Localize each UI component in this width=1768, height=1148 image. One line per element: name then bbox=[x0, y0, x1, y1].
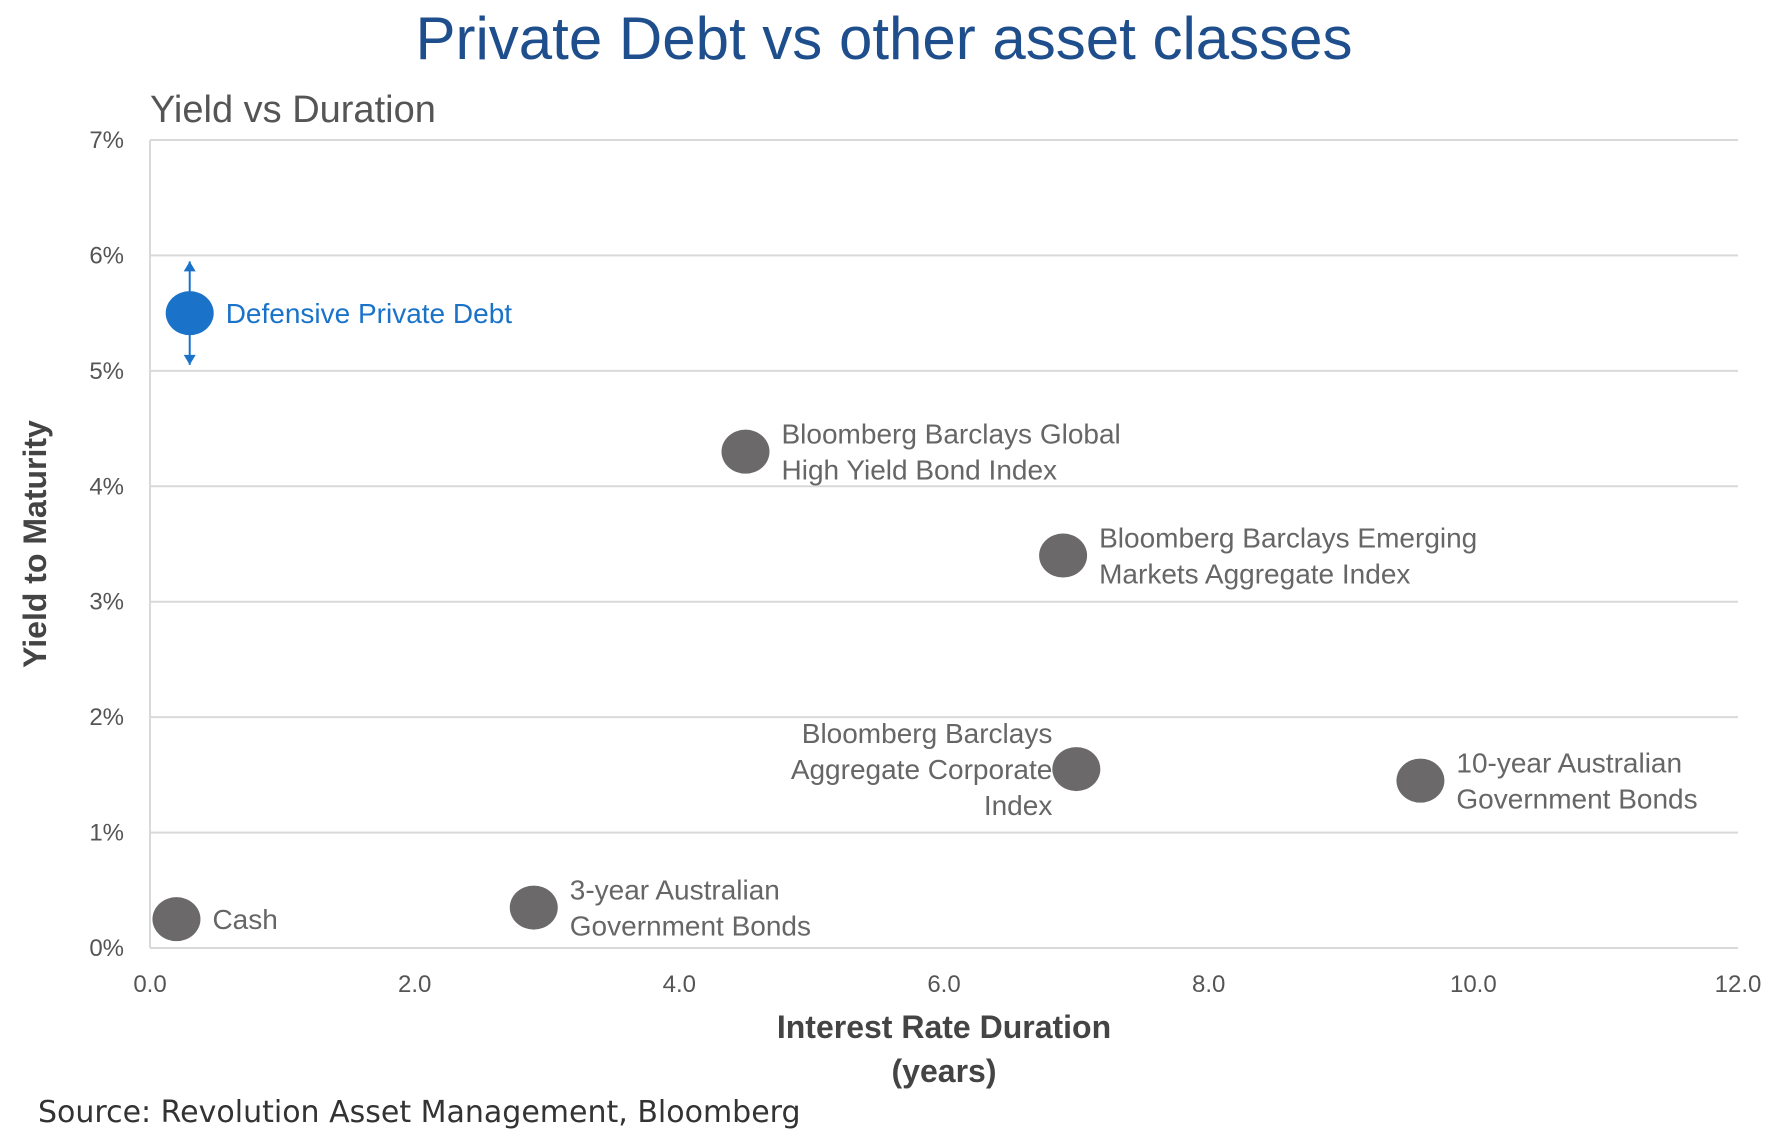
marker-10yr-aus-gov bbox=[1396, 758, 1445, 803]
y-tick-label-7: 7% bbox=[89, 127, 124, 154]
marker-defensive-private-debt bbox=[165, 291, 214, 336]
x-tick-label-2: 4.0 bbox=[663, 971, 696, 998]
label-line-defensive-private-debt-0: Defensive Private Debt bbox=[226, 298, 513, 329]
label-line-3yr-aus-gov-0: 3-year Australian bbox=[570, 875, 780, 906]
y-axis-label: Yield to Maturity bbox=[17, 420, 53, 668]
y-tick-label-2: 2% bbox=[89, 704, 124, 731]
label-line-emerging-markets-1: Markets Aggregate Index bbox=[1099, 559, 1410, 590]
label-global-high-yield: Bloomberg Barclays Global High Yield Bond… bbox=[782, 419, 1121, 486]
label-10yr-aus-gov: 10-year Australian Government Bonds bbox=[1456, 748, 1697, 815]
label-line-global-high-yield-0: Bloomberg Barclays Global bbox=[782, 419, 1121, 450]
marker-global-high-yield bbox=[721, 429, 770, 474]
y-tick-label-6: 6% bbox=[89, 242, 124, 269]
data-points: Defensive Private Debt Bloomberg Barclays… bbox=[152, 261, 1698, 942]
source-note: Source: Revolution Asset Management, Blo… bbox=[38, 1095, 801, 1130]
y-tick-label-0: 0% bbox=[89, 935, 124, 962]
point-aggregate-corporate: Bloomberg Barclays Aggregate Corporate Ind… bbox=[791, 718, 1101, 821]
point-emerging-markets: Bloomberg Barclays Emerging Markets Aggre… bbox=[1039, 523, 1477, 590]
point-defensive-private-debt: Defensive Private Debt bbox=[165, 261, 513, 365]
x-tick-label-5: 10.0 bbox=[1450, 971, 1497, 998]
point-10yr-aus-gov: 10-year Australian Government Bonds bbox=[1396, 748, 1698, 815]
label-line-global-high-yield-1: High Yield Bond Index bbox=[782, 455, 1058, 486]
x-tick-label-4: 8.0 bbox=[1192, 971, 1225, 998]
point-cash: Cash bbox=[152, 897, 278, 942]
range-arrow-up-defensive-private-debt bbox=[183, 261, 196, 272]
label-defensive-private-debt: Defensive Private Debt bbox=[226, 298, 513, 329]
label-line-10yr-aus-gov-1: Government Bonds bbox=[1456, 784, 1697, 815]
label-line-10yr-aus-gov-0: 10-year Australian bbox=[1456, 748, 1682, 779]
label-line-aggregate-corporate-0: Bloomberg Barclays bbox=[802, 718, 1053, 749]
label-cash: Cash bbox=[212, 904, 277, 935]
x-axis-label-line2: (years) bbox=[892, 1053, 997, 1089]
y-axis-ticks: 0% 1% 2% 3% 4% 5% 6% 7% bbox=[89, 127, 124, 962]
label-aggregate-corporate: Bloomberg Barclays Aggregate Corporate Ind… bbox=[791, 718, 1053, 821]
marker-aggregate-corporate bbox=[1052, 747, 1101, 792]
label-line-cash-0: Cash bbox=[212, 904, 277, 935]
point-3yr-aus-gov: 3-year Australian Government Bonds bbox=[509, 875, 811, 942]
range-arrow-down-defensive-private-debt bbox=[183, 354, 196, 365]
x-tick-label-6: 12.0 bbox=[1715, 971, 1762, 998]
label-line-aggregate-corporate-2: Index bbox=[984, 790, 1053, 821]
chart-subtitle: Yield vs Duration bbox=[150, 89, 436, 131]
label-3yr-aus-gov: 3-year Australian Government Bonds bbox=[570, 875, 811, 942]
y-tick-label-4: 4% bbox=[89, 473, 124, 500]
label-line-emerging-markets-0: Bloomberg Barclays Emerging bbox=[1099, 523, 1477, 554]
label-emerging-markets: Bloomberg Barclays Emerging Markets Aggre… bbox=[1099, 523, 1477, 590]
x-axis-label-line1: Interest Rate Duration bbox=[777, 1009, 1111, 1045]
label-line-3yr-aus-gov-1: Government Bonds bbox=[570, 911, 811, 942]
y-tick-label-5: 5% bbox=[89, 358, 124, 385]
x-tick-label-0: 0.0 bbox=[133, 971, 166, 998]
x-tick-label-3: 6.0 bbox=[927, 971, 960, 998]
point-global-high-yield: Bloomberg Barclays Global High Yield Bond… bbox=[721, 419, 1121, 486]
marker-cash bbox=[152, 897, 201, 942]
marker-emerging-markets bbox=[1039, 533, 1088, 578]
grid-lines bbox=[149, 139, 1738, 949]
y-tick-label-3: 3% bbox=[89, 589, 124, 616]
label-line-aggregate-corporate-1: Aggregate Corporate bbox=[791, 754, 1053, 785]
x-tick-label-1: 2.0 bbox=[398, 971, 431, 998]
marker-3yr-aus-gov bbox=[509, 885, 558, 930]
y-tick-label-1: 1% bbox=[89, 820, 124, 847]
x-axis-ticks: 0.0 2.0 4.0 6.0 8.0 10.0 12.0 bbox=[133, 971, 1761, 998]
chart-title: Private Debt vs other asset classes bbox=[415, 5, 1353, 72]
